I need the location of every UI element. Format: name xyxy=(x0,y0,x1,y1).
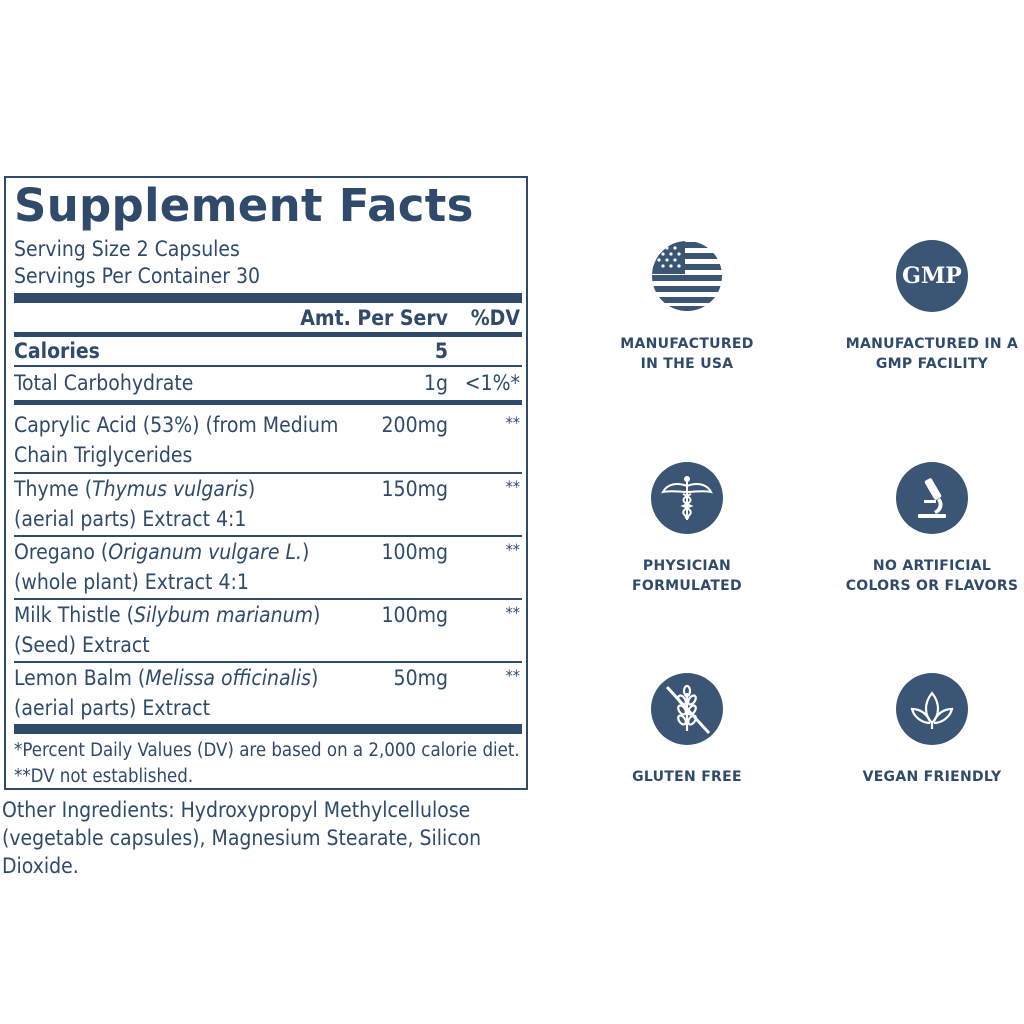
carb-label: Total Carbohydrate xyxy=(14,371,194,395)
ingredient-name-line2: (Seed) Extract xyxy=(14,633,150,657)
other-ingredients: Other Ingredients: Hydroxypropyl Methylc… xyxy=(2,796,562,880)
ingredient-name-line1: Oregano (Origanum vulgare L.) xyxy=(14,540,310,564)
gmp-icon: GMP xyxy=(896,240,968,312)
ingredient-dv: ** xyxy=(505,666,520,685)
ingredient-dv: ** xyxy=(505,413,520,432)
badge-no-artificial: NO ARTIFICIAL COLORS OR FLAVORS xyxy=(822,462,1024,596)
ingredient-name-line1: Milk Thistle (Silybum marianum) xyxy=(14,603,321,627)
badge-label: NO ARTIFICIAL COLORS OR FLAVORS xyxy=(845,558,1019,594)
ingredient-dv: ** xyxy=(505,540,520,559)
ingredient-dv: ** xyxy=(505,477,520,496)
badge-made-in-usa: MANUFACTURED IN THE USA xyxy=(577,240,797,374)
header-dv: %DV xyxy=(470,306,520,330)
carb-amount: 1g xyxy=(423,371,448,395)
other-ingredients-line2: (vegetable capsules), Magnesium Stearate… xyxy=(2,826,482,878)
gmp-icon-text: GMP xyxy=(902,263,962,289)
footnote-not-established: **DV not established. xyxy=(14,766,194,787)
badge-label: MANUFACTURED IN A GMP FACILITY xyxy=(845,336,1019,372)
ingredient-name-line2: Chain Triglycerides xyxy=(14,443,193,467)
no-wheat-icon xyxy=(651,673,723,745)
ingredient-name-line1: Lemon Balm (Melissa officinalis) xyxy=(14,666,319,690)
ingredient-amount: 200mg xyxy=(381,413,448,437)
ingredient-amount: 100mg xyxy=(381,603,448,627)
ingredient-amount: 50mg xyxy=(393,666,448,690)
servings-per-container: Servings Per Container 30 xyxy=(14,264,261,288)
ingredient-name-line1: Caprylic Acid (53%) (from Medium xyxy=(14,413,339,437)
row-divider xyxy=(14,535,522,537)
carb-dv: <1%* xyxy=(464,371,520,395)
ingredient-amount: 100mg xyxy=(381,540,448,564)
leaf-icon xyxy=(896,673,968,745)
badge-gmp-facility: GMP MANUFACTURED IN A GMP FACILITY xyxy=(822,240,1024,374)
supplement-facts-panel: Supplement Facts Serving Size 2 Capsules… xyxy=(4,176,528,790)
usa-flag-icon xyxy=(651,240,723,312)
ingredient-dv: ** xyxy=(505,603,520,622)
row-divider xyxy=(14,472,522,474)
ingredient-name-line2: (whole plant) Extract 4:1 xyxy=(14,570,249,594)
header-amt-per-serv: Amt. Per Serv xyxy=(300,306,448,330)
serving-size: Serving Size 2 Capsules xyxy=(14,237,240,261)
ingredient-name-line1: Thyme (Thymus vulgaris) xyxy=(14,477,256,501)
badge-label: VEGAN FRIENDLY xyxy=(862,769,1002,785)
calories-amount: 5 xyxy=(434,339,448,363)
other-ingredients-line1: Other Ingredients: Hydroxypropyl Methylc… xyxy=(2,798,471,822)
thick-divider-top xyxy=(14,293,522,303)
ingredient-name-line2: (aerial parts) Extract xyxy=(14,696,211,720)
ingredient-amount: 150mg xyxy=(381,477,448,501)
caduceus-icon xyxy=(651,462,723,534)
badge-label: PHYSICIAN FORMULATED xyxy=(632,558,742,594)
footnote-dv: *Percent Daily Values (DV) are based on … xyxy=(14,740,520,761)
badge-physician-formulated: PHYSICIAN FORMULATED xyxy=(577,462,797,596)
row-divider xyxy=(14,598,522,600)
calories-label: Calories xyxy=(14,339,100,363)
badge-gluten-free: GLUTEN FREE xyxy=(577,673,797,787)
thick-divider-bottom xyxy=(14,724,522,734)
facts-title: Supplement Facts xyxy=(14,179,474,232)
carb-divider xyxy=(14,400,522,405)
badge-label: MANUFACTURED IN THE USA xyxy=(620,336,754,372)
badge-vegan-friendly: VEGAN FRIENDLY xyxy=(822,673,1024,787)
header-divider xyxy=(14,332,522,337)
ingredient-name-line2: (aerial parts) Extract 4:1 xyxy=(14,507,247,531)
row-divider xyxy=(14,661,522,663)
badge-label: GLUTEN FREE xyxy=(632,769,742,785)
row-divider xyxy=(14,365,522,367)
microscope-icon xyxy=(896,462,968,534)
